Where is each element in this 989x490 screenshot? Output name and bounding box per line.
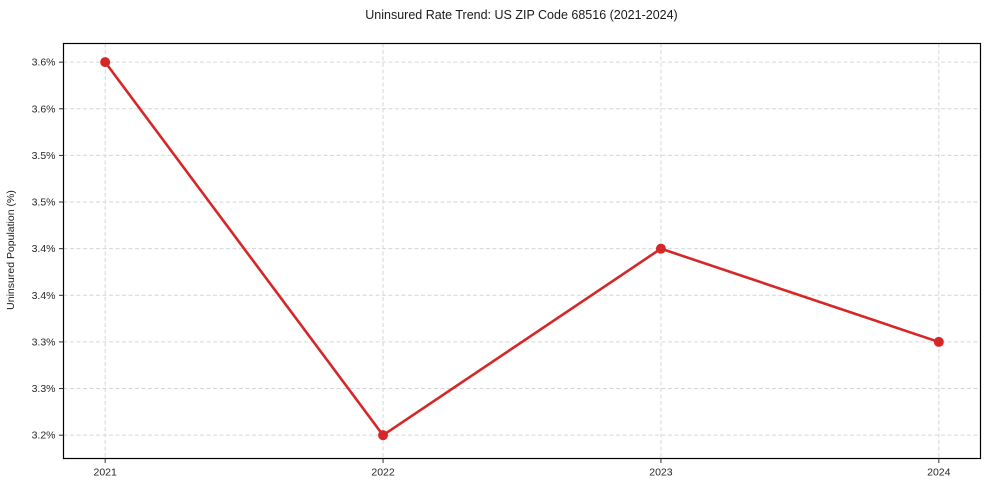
y-tick-label: 3.3% [32, 383, 56, 395]
y-tick-label: 3.6% [32, 57, 56, 69]
y-tick-label: 3.3% [32, 336, 56, 348]
y-tick-label: 3.6% [32, 103, 56, 115]
y-tick-label: 3.5% [32, 150, 56, 162]
data-point-2021 [100, 57, 111, 68]
x-tick-label: 2023 [649, 467, 673, 479]
y-tick-label: 3.2% [32, 430, 56, 442]
plot-border [62, 42, 982, 460]
x-tick-label: 2024 [927, 467, 951, 479]
data-point-2023 [655, 243, 666, 254]
y-tick-label: 3.5% [32, 197, 56, 209]
x-tick-label: 2021 [94, 467, 118, 479]
chart-title: Uninsured Rate Trend: US ZIP Code 68516 … [365, 8, 678, 22]
data-point-2022 [378, 430, 389, 441]
y-tick-label: 3.4% [32, 290, 56, 302]
data-point-2024 [933, 336, 944, 347]
y-tick-label: 3.4% [32, 243, 56, 255]
trend-line [103, 60, 941, 437]
x-tick-label: 2022 [371, 467, 395, 479]
